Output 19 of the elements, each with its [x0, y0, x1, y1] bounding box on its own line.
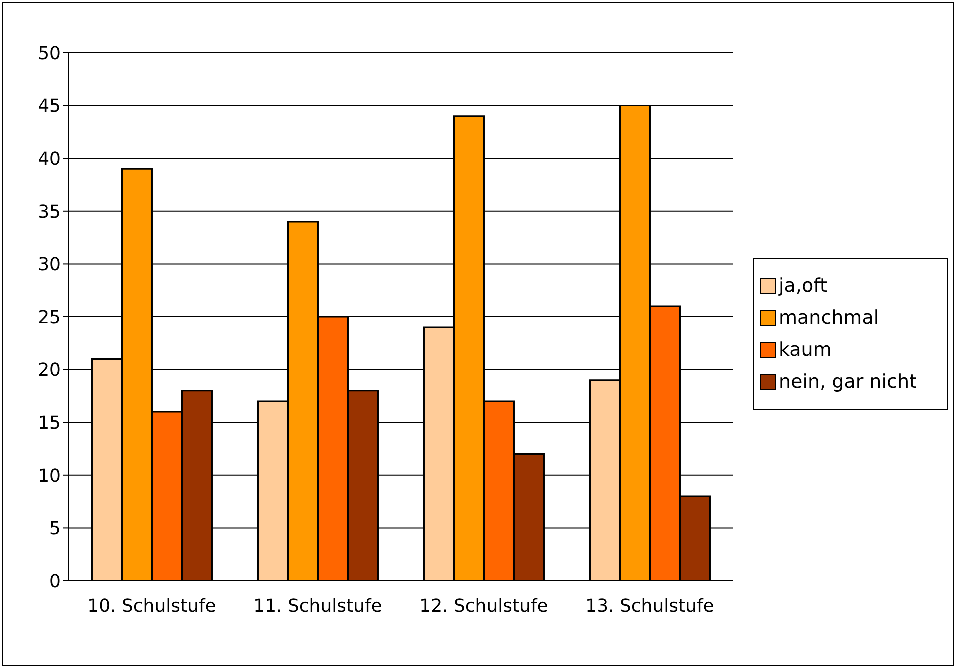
y-tick-label: 0 — [50, 571, 61, 592]
x-tick-label: 13. Schulstufe — [586, 596, 714, 617]
y-tick-label: 45 — [38, 96, 61, 118]
x-tick-label: 12. Schulstufe — [420, 596, 548, 617]
y-tick-label: 25 — [38, 307, 61, 328]
x-tick-label: 10. Schulstufe — [88, 596, 216, 617]
legend-label: kaum — [779, 339, 832, 361]
legend-label: manchmal — [779, 307, 880, 329]
y-tick-label: 30 — [38, 254, 61, 276]
x-tick-label: 11. Schulstufe — [254, 596, 382, 617]
y-tick-label: 35 — [38, 202, 61, 223]
legend-label: ja,oft — [779, 275, 828, 297]
y-tick-label: 50 — [38, 43, 61, 64]
y-tick-label: 5 — [50, 518, 61, 540]
legend-label: nein, gar nicht — [779, 371, 917, 393]
y-tick-label: 10 — [38, 466, 61, 487]
y-tick-label: 15 — [38, 412, 61, 434]
y-tick-label: 20 — [38, 360, 61, 382]
y-tick-label: 40 — [38, 148, 61, 170]
